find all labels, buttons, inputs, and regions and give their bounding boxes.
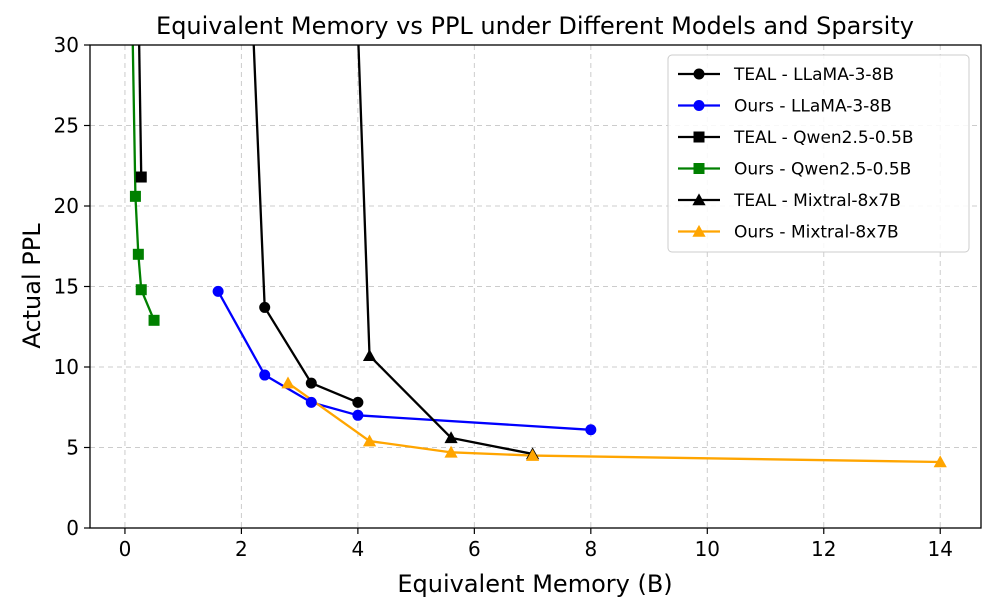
legend-label: Ours - LLaMA-3-8B bbox=[734, 97, 892, 117]
data-point bbox=[362, 434, 377, 447]
data-point bbox=[444, 445, 458, 458]
x-tick-label: 6 bbox=[468, 537, 481, 561]
data-point bbox=[259, 301, 271, 313]
legend-box bbox=[667, 54, 970, 253]
data-point bbox=[259, 369, 271, 381]
legend-label: Ours - Mixtral-8x7B bbox=[734, 223, 899, 243]
y-tick-label: 15 bbox=[54, 275, 79, 299]
x-tick-label: 12 bbox=[811, 537, 836, 561]
y-tick-label: 5 bbox=[66, 436, 79, 460]
y-tick-label: 25 bbox=[54, 114, 79, 138]
data-point bbox=[444, 431, 458, 444]
legend-label: TEAL - LLaMA-3-8B bbox=[733, 65, 894, 85]
legend-marker bbox=[693, 100, 705, 111]
series-line-0 bbox=[252, 45, 359, 404]
data-point bbox=[135, 171, 147, 183]
marker-layer bbox=[129, 171, 947, 468]
legend-marker bbox=[693, 68, 705, 80]
data-point bbox=[305, 396, 317, 408]
chart-title: Equivalent Memory vs PPL under Different… bbox=[156, 12, 914, 40]
data-point bbox=[281, 376, 295, 389]
data-point bbox=[933, 455, 947, 468]
ticks: 0 2 4 6 8 10 12 14 0 5 10 15 20 25 30 bbox=[54, 33, 953, 561]
x-tick-label: 4 bbox=[352, 537, 365, 561]
legend-label: TEAL - Mixtral-8x7B bbox=[733, 191, 901, 211]
y-tick-label: 20 bbox=[54, 194, 79, 218]
series-line-2 bbox=[138, 45, 143, 178]
data-point bbox=[148, 314, 160, 326]
legend-marker bbox=[692, 224, 706, 237]
legend-label: TEAL - Qwen2.5-0.5B bbox=[733, 128, 914, 148]
data-point bbox=[352, 409, 364, 421]
data-point bbox=[132, 248, 144, 260]
y-axis-title: Actual PPL bbox=[18, 223, 46, 349]
legend-marker bbox=[693, 131, 705, 143]
x-axis-title: Equivalent Memory (B) bbox=[397, 570, 672, 598]
x-tick-label: 2 bbox=[235, 537, 248, 561]
x-tick-label: 0 bbox=[119, 537, 132, 561]
data-point bbox=[135, 284, 147, 296]
y-tick-label: 10 bbox=[54, 355, 79, 379]
data-point bbox=[362, 349, 377, 362]
series-line-4 bbox=[357, 45, 533, 456]
data-point bbox=[212, 285, 224, 297]
data-point bbox=[352, 396, 364, 408]
y-tick-label: 0 bbox=[66, 516, 79, 540]
x-tick-label: 14 bbox=[928, 537, 953, 561]
legend-label: Ours - Qwen2.5-0.5B bbox=[734, 160, 911, 180]
x-tick-label: 8 bbox=[584, 537, 597, 561]
legend-marker bbox=[693, 163, 705, 174]
legend: TEAL - LLaMA-3-8B Ours - LLaMA-3-8B TEAL -… bbox=[667, 54, 970, 253]
data-point bbox=[525, 448, 540, 461]
x-tick-label: 10 bbox=[695, 537, 720, 561]
data-point bbox=[129, 190, 141, 202]
legend-marker bbox=[692, 193, 706, 206]
y-tick-label: 30 bbox=[54, 33, 79, 57]
data-point bbox=[585, 424, 597, 436]
data-point bbox=[305, 377, 317, 389]
